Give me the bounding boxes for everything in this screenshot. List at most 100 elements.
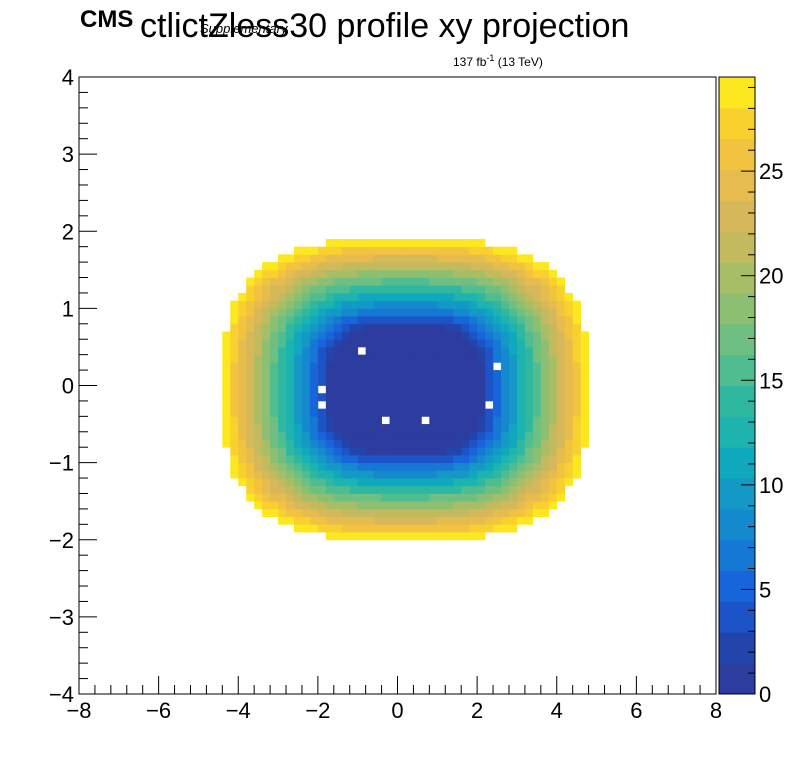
heatmap-cell [341, 447, 351, 456]
heatmap-cell [564, 316, 574, 325]
heatmap-cell [373, 532, 382, 541]
heatmap-cell [293, 246, 303, 255]
heatmap-cell [381, 362, 390, 371]
heatmap-cell [238, 416, 247, 425]
heatmap-cell [397, 524, 406, 533]
heatmap-cell [437, 346, 446, 356]
heatmap-cell [501, 285, 510, 294]
heatmap-cell [357, 308, 367, 317]
heatmap-cell [341, 292, 351, 302]
heatmap-cell [485, 277, 494, 286]
heatmap-cell [278, 277, 287, 286]
heatmap-cell [246, 300, 255, 309]
heatmap-cell [349, 254, 359, 263]
heatmap-cell [381, 323, 390, 332]
heatmap-cell [325, 478, 335, 487]
heatmap-cell [262, 431, 271, 440]
heatmap-cell [286, 439, 295, 448]
heatmap-cell [293, 408, 303, 417]
heatmap-cell [293, 501, 303, 510]
x-tick-label: 0 [391, 698, 403, 723]
heatmap-cell [397, 493, 406, 502]
heatmap-cell [469, 408, 478, 417]
heatmap-cell [309, 269, 319, 278]
heatmap-cell [365, 424, 375, 433]
heatmap-cell [397, 532, 406, 541]
color-scale-bar [719, 77, 755, 695]
heatmap-cell [309, 501, 319, 510]
heatmap-cell [373, 447, 382, 456]
heatmap-cell [238, 470, 247, 479]
heatmap-cell [357, 447, 367, 456]
heatmap-cell [429, 323, 438, 332]
heatmap-cell [270, 370, 279, 379]
heatmap-cell [453, 424, 462, 433]
heatmap-cell [501, 331, 510, 340]
heatmap-cell [381, 377, 390, 386]
x-tick-label: −6 [146, 698, 171, 723]
heatmap-cell [254, 300, 263, 309]
heatmap-cell [437, 323, 446, 332]
heatmap-cell [516, 277, 526, 286]
heatmap-cell [508, 354, 518, 363]
heatmap-cell [532, 316, 542, 325]
heatmap-cell [309, 439, 319, 448]
heatmap-cell [501, 269, 510, 278]
heatmap-cell [270, 385, 279, 394]
heatmap-cell [349, 524, 359, 533]
heatmap-cell [373, 300, 382, 309]
heatmap-cell [270, 346, 279, 356]
heatmap-cell [477, 501, 486, 510]
heatmap-cell [301, 524, 311, 533]
heatmap-cell [405, 501, 414, 510]
heatmap-cell [317, 370, 327, 379]
heatmap-cell [532, 424, 542, 433]
heatmap-cell [493, 454, 502, 464]
heatmap-cell [493, 308, 502, 317]
heatmap-cell [357, 393, 367, 402]
heatmap-cell [429, 292, 438, 302]
heatmap-cell [341, 524, 351, 533]
heatmap-cell [508, 508, 518, 518]
color-scale-band [719, 478, 755, 510]
heatmap-cell [262, 316, 271, 325]
heatmap-cell [301, 377, 311, 386]
heatmap-cell [357, 277, 367, 286]
heatmap-cell [301, 285, 311, 294]
heatmap-cell [437, 377, 446, 386]
heatmap-cell [421, 462, 430, 471]
heatmap-cell [493, 254, 502, 263]
heatmap-cell [524, 447, 534, 456]
heatmap-cell [405, 346, 414, 356]
heatmap-cell [556, 331, 566, 340]
heatmap-cell [301, 308, 311, 317]
heatmap-cell [445, 377, 454, 386]
heatmap-cell [413, 346, 422, 356]
heatmap-cell [325, 447, 335, 456]
heatmap-cell [413, 331, 422, 340]
heatmap-cell [485, 346, 494, 356]
heatmap-cell [421, 346, 430, 356]
heatmap-cell [429, 516, 438, 525]
heatmap-cell [333, 354, 343, 363]
heatmap-cell [445, 292, 454, 302]
heatmap-cell [469, 377, 478, 386]
heatmap-cell [413, 323, 422, 332]
heatmap-cell [397, 416, 406, 425]
heatmap-cell [477, 447, 486, 456]
heatmap-cell [477, 485, 486, 494]
heatmap-cell [413, 362, 422, 371]
heatmap-cell [262, 262, 271, 271]
heatmap-cell [270, 485, 279, 494]
heatmap-cell [445, 254, 454, 263]
heatmap-cell [445, 532, 454, 541]
heatmap-cell [373, 254, 382, 263]
heatmap-cell [429, 501, 438, 510]
heatmap-cell [293, 362, 303, 371]
heatmap-cell [230, 346, 239, 356]
heatmap-cell [246, 292, 255, 302]
heatmap-cell [365, 308, 375, 317]
heatmap-cell [389, 478, 398, 487]
heatmap-cell [333, 485, 343, 494]
heatmap-cell [270, 323, 279, 332]
